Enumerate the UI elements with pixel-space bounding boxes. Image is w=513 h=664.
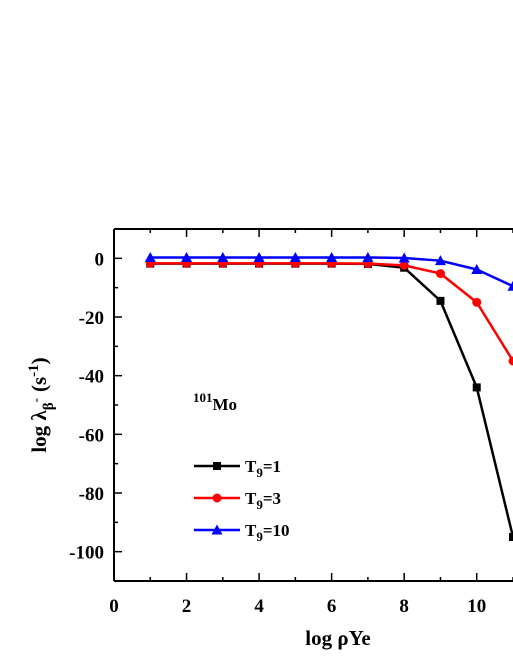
data-point — [398, 252, 410, 263]
y-tick-label: 0 — [95, 249, 105, 270]
x-tick-label: 0 — [109, 596, 119, 617]
data-point — [508, 356, 513, 366]
y-axis-title-unit-sup: -1 — [26, 364, 42, 377]
data-point — [435, 269, 445, 279]
y-axis-title-unit: (s — [27, 377, 51, 392]
legend: T9=1T9=3T9=10 — [194, 457, 290, 544]
x-tick-label: 6 — [327, 596, 337, 617]
legend-label-main: T — [245, 521, 257, 540]
y-tick-label: -100 — [69, 543, 104, 564]
y-tick-label: -20 — [79, 308, 104, 329]
legend-label-main: T — [245, 489, 257, 508]
legend-marker — [211, 524, 223, 535]
isotope-mass: 101 — [193, 390, 213, 405]
legend-label: T9=10 — [245, 521, 290, 544]
data-point — [509, 533, 513, 541]
series-3 — [144, 251, 513, 291]
x-tick-label: 10 — [467, 596, 486, 617]
data-point — [144, 251, 156, 262]
legend-label-sub: 9 — [256, 529, 263, 544]
legend-label-rest: =3 — [263, 489, 281, 508]
legend-label: T9=3 — [245, 489, 281, 512]
legend-label: T9=1 — [245, 457, 281, 480]
legend-marker — [212, 493, 222, 503]
data-point — [362, 251, 374, 262]
isotope-symbol: Mo — [213, 395, 238, 414]
y-tick-label: -80 — [79, 484, 104, 505]
legend-item: T9=3 — [194, 489, 281, 512]
data-point — [217, 251, 229, 262]
data-point — [471, 263, 483, 274]
legend-label-sub: 9 — [256, 497, 263, 512]
data-point — [399, 260, 409, 270]
series-layer — [144, 251, 513, 541]
y-axis-title-unit-close: ) — [27, 357, 51, 364]
data-point — [181, 251, 193, 262]
legend-label-rest: =1 — [263, 457, 281, 476]
y-axis-title-sup: - — [28, 398, 43, 402]
data-point — [472, 383, 481, 392]
x-tick-label: 2 — [182, 596, 192, 617]
axes: 0 2 4 6 8 10 0 -20 -40 -60 -80 -100 — [69, 228, 513, 617]
data-point — [434, 255, 446, 266]
isotope-label: 101Mo — [193, 390, 237, 414]
legend-label-sub: 9 — [256, 465, 263, 480]
data-point — [436, 296, 445, 305]
legend-item: T9=1 — [194, 457, 281, 480]
legend-item: T9=10 — [194, 521, 290, 544]
x-axis-title: log ρYe — [305, 626, 370, 650]
data-point — [253, 251, 265, 262]
x-tick-label: 4 — [254, 596, 264, 617]
x-tick-label: 8 — [399, 596, 409, 617]
y-axis-title-main: log λ — [27, 410, 51, 453]
y-axis-title-sub: β — [41, 402, 57, 410]
data-point — [326, 251, 338, 262]
data-point — [507, 280, 513, 291]
data-point — [289, 251, 301, 262]
data-point — [472, 297, 482, 307]
legend-marker — [213, 462, 221, 470]
legend-label-rest: =10 — [263, 521, 290, 540]
legend-label-main: T — [245, 457, 257, 476]
series-2 — [145, 258, 513, 366]
y-tick-label: -40 — [79, 367, 104, 388]
y-axis-title: log λβ- (s-1) — [26, 357, 57, 452]
y-tick-label: -60 — [79, 425, 104, 446]
